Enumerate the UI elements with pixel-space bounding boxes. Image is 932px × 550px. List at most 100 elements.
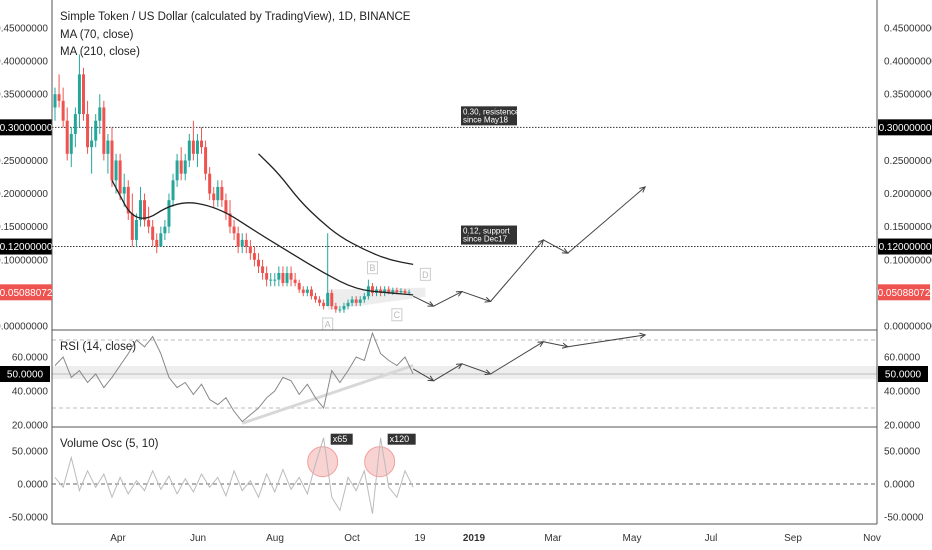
- vol-labels: x65 x120: [330, 433, 416, 445]
- price-tick-right: 0.20000000: [884, 189, 932, 200]
- candle-body: [151, 226, 155, 240]
- rsi-tick-left: 60.0000: [12, 353, 49, 364]
- candle-body: [73, 114, 77, 134]
- projection-segment: [567, 186, 646, 254]
- projection-segment: [490, 341, 544, 375]
- candle-body: [248, 246, 252, 254]
- candle-body: [338, 309, 342, 311]
- rsi-tick-right: 20.0000: [884, 421, 921, 432]
- vol-highlight-circle: [364, 446, 396, 478]
- point-label: D: [422, 270, 429, 280]
- price-tick-right: 0.40000000: [884, 57, 932, 68]
- level-badge-text: 0.30000000: [879, 123, 932, 134]
- candle-body: [171, 180, 175, 201]
- vol-tick-left: -50.0000: [9, 513, 49, 524]
- x-tick-label: Oct: [344, 533, 360, 544]
- candle-body: [114, 160, 118, 181]
- x-tick-label: Jul: [705, 533, 718, 544]
- volume-osc-pane[interactable]: x65 x120 Volume Osc (5, 10): [52, 433, 877, 514]
- level-badge-bg: [0, 119, 52, 136]
- y-axis-left[interactable]: 0.45000000 0.40000000 0.35000000 0.25000000…: [0, 24, 931, 524]
- current-price-badge: [878, 284, 930, 301]
- candle-body: [330, 292, 334, 307]
- price-pane[interactable]: 0.30000000 0.30000000 0.12000000 0.12000000…: [0, 11, 932, 331]
- projection-arrowhead: [639, 332, 647, 339]
- candle-body: [179, 160, 183, 174]
- y-axis-right[interactable]: 0.45000000 0.40000000 0.35000000 0.25000000…: [884, 24, 932, 524]
- level-lines: 0.30000000 0.30000000 0.12000000 0.12000000: [0, 119, 932, 255]
- projection-arrowhead: [639, 186, 647, 193]
- candle-body: [204, 147, 208, 174]
- candle-body: [195, 140, 199, 154]
- rsi-level-badge: [878, 366, 928, 382]
- vol-label-bg: [387, 433, 416, 445]
- candle-body: [212, 193, 216, 201]
- x-axis[interactable]: Apr Jun Aug Oct 19 2019 Mar May Jul Sep Nov: [110, 533, 881, 544]
- level-badge-text: 0.30000000: [0, 123, 53, 134]
- vol-legend: Volume Osc (5, 10): [60, 438, 159, 450]
- candle-body: [399, 290, 403, 293]
- candle-body: [187, 140, 191, 161]
- level-note-text: since Dec17: [463, 235, 508, 244]
- candle-body: [216, 186, 220, 201]
- candle-body: [232, 226, 236, 234]
- price-tick-right: 0.35000000: [884, 90, 932, 101]
- candle-body: [322, 302, 326, 307]
- vol-label-bg: [330, 433, 353, 445]
- current-price-badge: [0, 284, 52, 301]
- price-tick-left: 0.00000000: [0, 322, 48, 333]
- candle-body: [236, 233, 240, 247]
- candle-body: [77, 74, 81, 115]
- candle-body: [297, 282, 301, 290]
- candle-body: [61, 100, 65, 121]
- candles: [53, 54, 411, 313]
- level-note-bg: [461, 225, 517, 245]
- candle-body: [265, 273, 269, 280]
- candle-body: [289, 273, 293, 280]
- candle-body: [122, 186, 126, 194]
- candle-body: [342, 306, 346, 310]
- level-note-text: 0.12, support: [463, 227, 510, 236]
- candle-body: [318, 299, 322, 303]
- level-note-text: 0.30, resistence: [463, 107, 520, 116]
- candle-body: [69, 133, 73, 154]
- x-tick-label: Aug: [266, 533, 284, 544]
- candle-body: [159, 233, 163, 247]
- current-price-text: 0.05088072: [878, 288, 931, 299]
- candle-body: [130, 213, 134, 240]
- price-tick-right: 0.10000000: [884, 255, 932, 266]
- candle-body: [379, 289, 383, 293]
- candle-body: [285, 273, 289, 283]
- candle-body: [281, 273, 285, 283]
- legend-ma70: MA (70, close): [60, 29, 134, 41]
- candle-body: [90, 140, 94, 148]
- level-badge-text: 0.12000000: [0, 242, 53, 253]
- level-badge-bg: [878, 238, 932, 255]
- point-box: [419, 267, 431, 281]
- level-note-text: since May18: [463, 115, 508, 124]
- rsi-pane[interactable]: RSI (14, close): [52, 331, 877, 425]
- candle-body: [228, 213, 232, 227]
- rsi-tick-right: 60.0000: [884, 353, 921, 364]
- projection-segment: [433, 291, 463, 307]
- x-tick-label: 2019: [463, 533, 486, 544]
- x-tick-label: May: [623, 533, 642, 544]
- candle-body: [155, 239, 159, 247]
- candle-body: [167, 200, 171, 227]
- candle-body: [358, 299, 362, 303]
- candle-body: [224, 200, 228, 214]
- candle-body: [53, 94, 57, 108]
- candle-body: [65, 120, 69, 154]
- candle-body: [244, 239, 248, 247]
- x-tick-label: Apr: [110, 533, 126, 544]
- vol-osc-line: [54, 437, 414, 514]
- candle-body: [138, 200, 142, 221]
- vol-tick-right: -50.0000: [884, 513, 924, 524]
- level-badge-bg: [878, 119, 932, 136]
- candle-body: [391, 290, 395, 293]
- level-badge-text: 0.12000000: [879, 242, 932, 253]
- candle-body: [301, 289, 305, 293]
- candle-body: [110, 140, 114, 181]
